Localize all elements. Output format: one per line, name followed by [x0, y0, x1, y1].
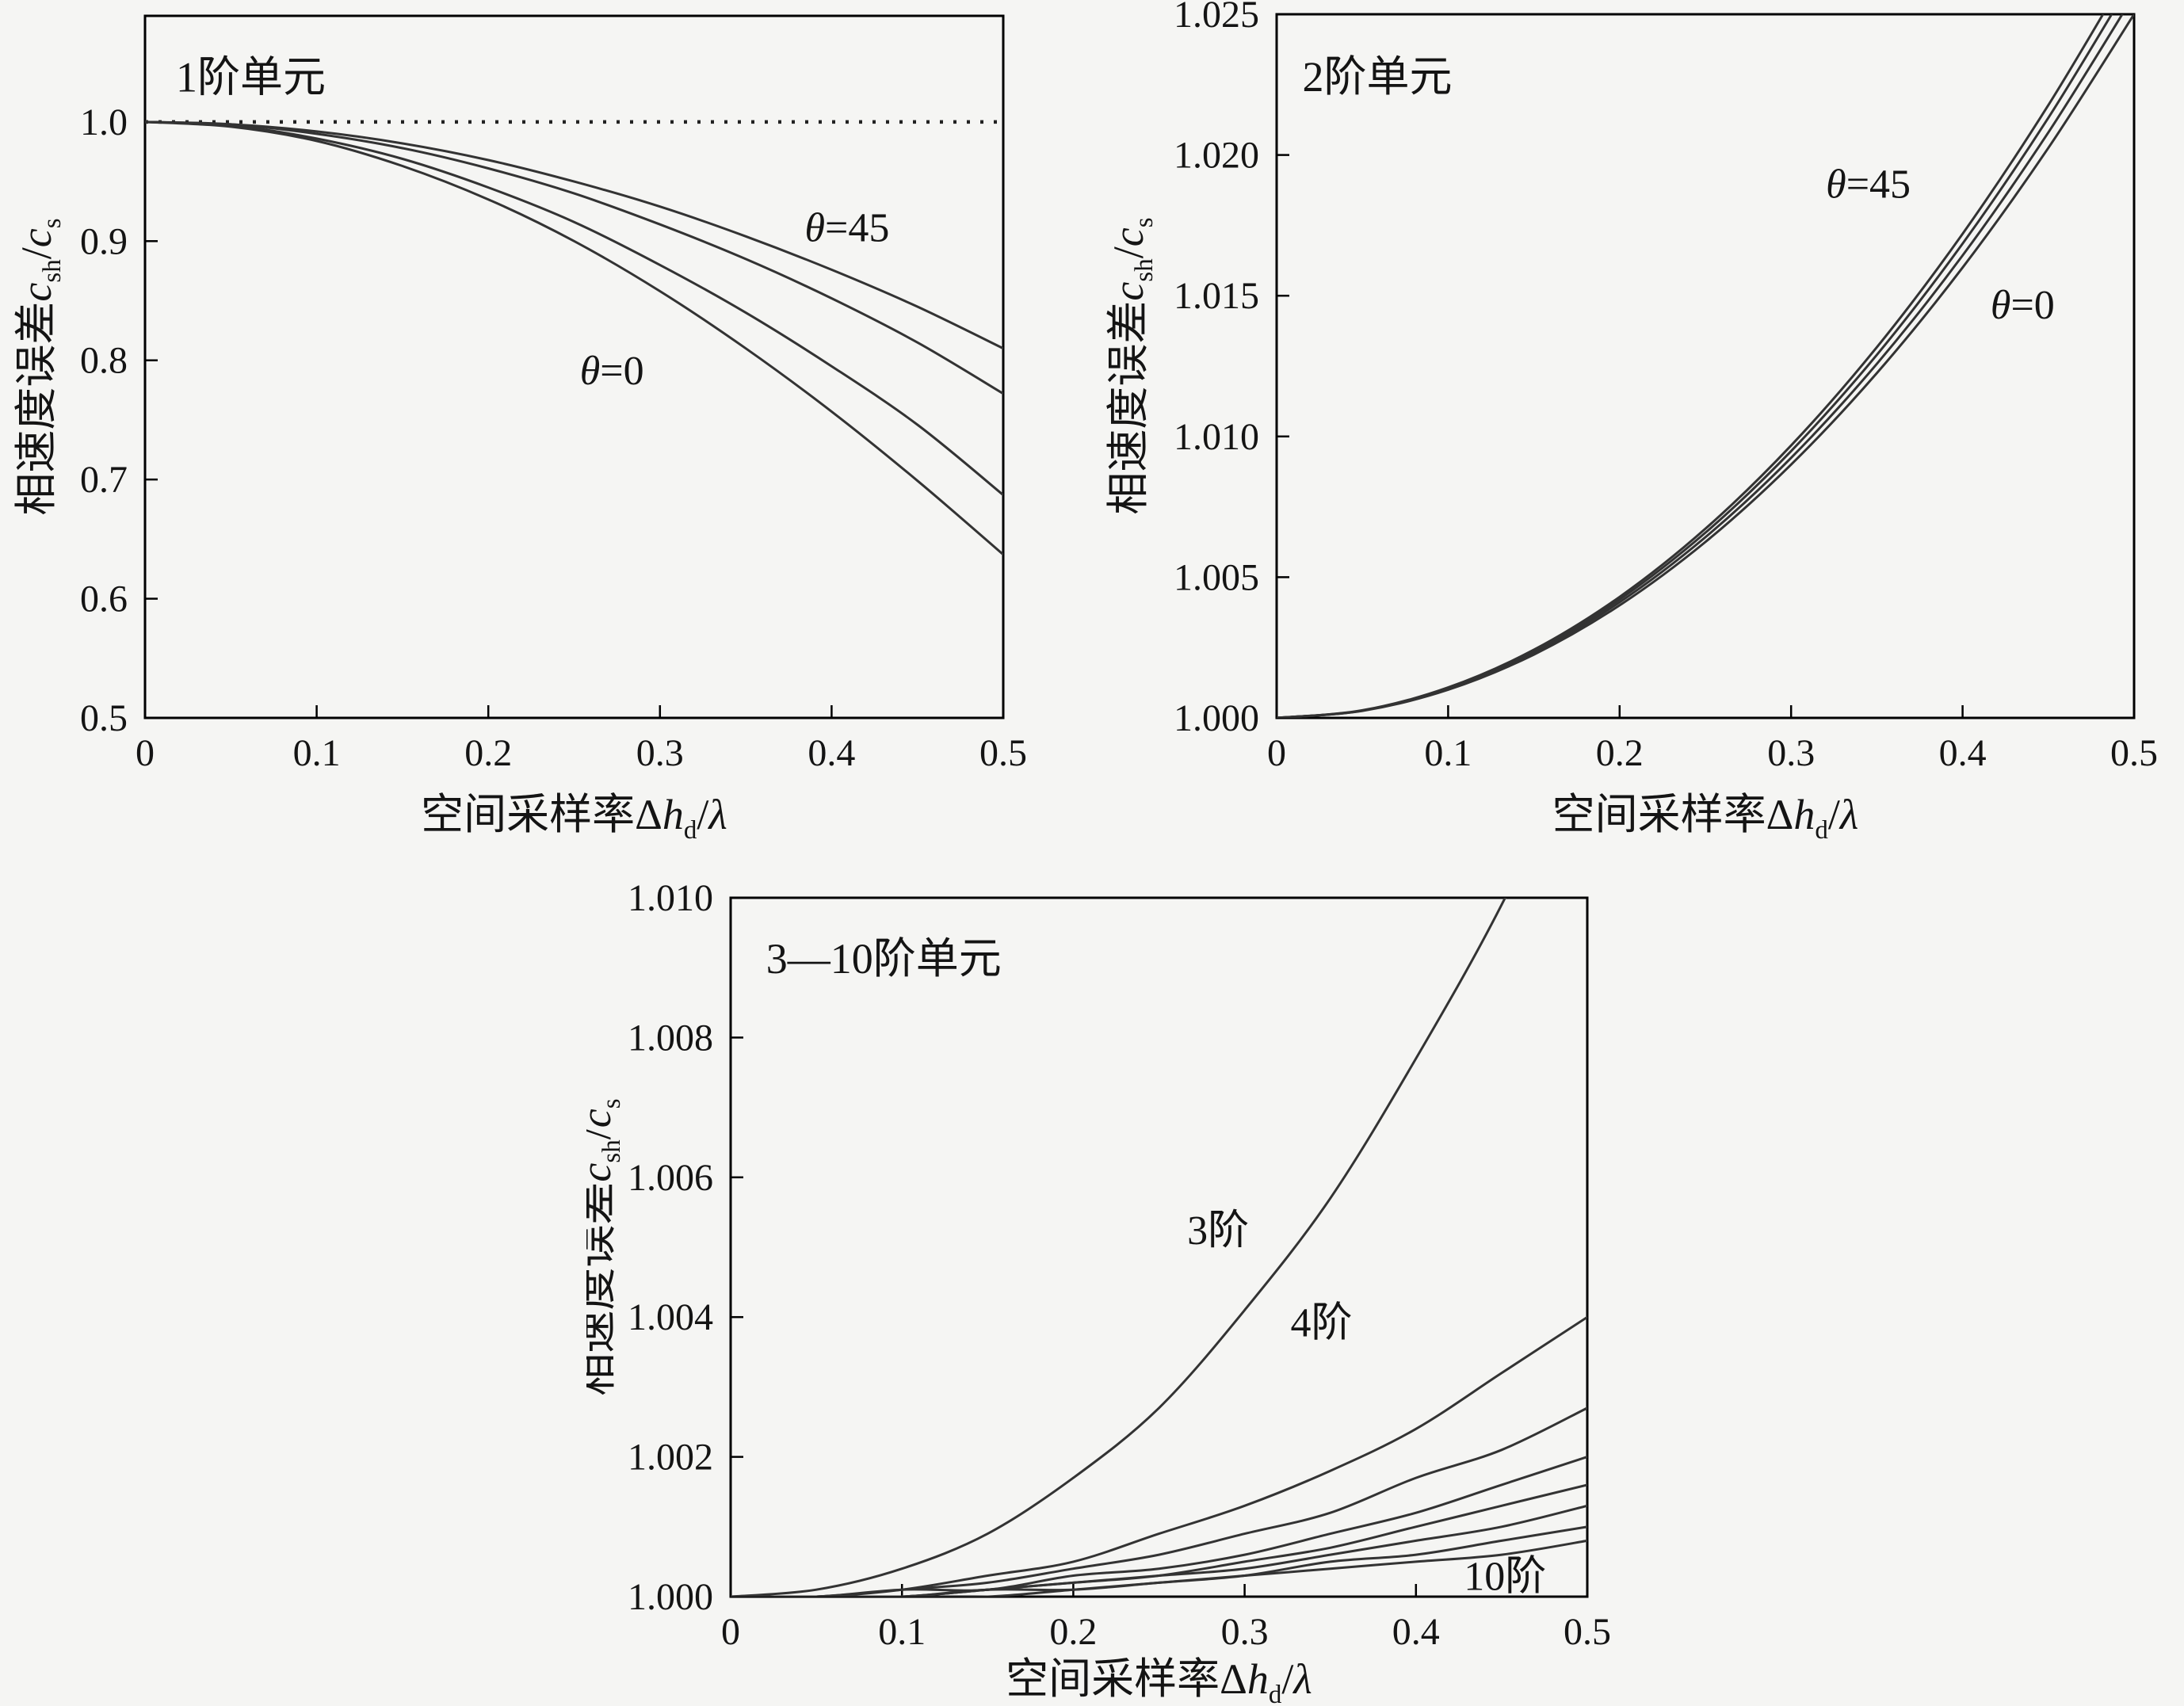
chart-title: 3—10阶单元: [766, 935, 1002, 983]
y-axis-title: 相速度误差csh/cs: [13, 218, 67, 515]
x-tick-label: 0.2: [1596, 732, 1644, 774]
panel-third-to-tenth-order-elements: 0 0.1 0.2 0.3 0.4 0.5 1.000 1.002 1.004 1.006 1.00…: [586, 876, 1709, 1706]
curve-6阶: [731, 1456, 1587, 1597]
annotation-label: 3阶: [1187, 1208, 1249, 1254]
panel-first-order-element: 0 0.1 0.2 0.3 0.4 0.5 0.5 0.6 0.7 0.8 0.9 1.0 1阶单元 θ=…: [0, 0, 1102, 880]
y-tick-label: 0.8: [80, 340, 128, 382]
curve-θ=0 (1): [1277, 14, 2124, 718]
x-tick-label: 0.1: [1424, 732, 1472, 774]
annotation-label: θ=0: [1991, 283, 2055, 328]
y-tick-label: 1.004: [628, 1296, 713, 1338]
y-tick-label: 1.002: [628, 1437, 713, 1479]
x-tick-label: 0.3: [636, 732, 684, 774]
x-tick-label: 0: [721, 1611, 740, 1653]
y-tick-label: 1.000: [1174, 697, 1259, 739]
curve-10阶: [731, 1539, 1587, 1597]
x-axis-title: 空间采样率Δhd/λ: [1006, 1655, 1312, 1706]
curve-9阶: [731, 1525, 1587, 1597]
curve-8阶: [731, 1504, 1587, 1597]
x-tick-label: 0.4: [1392, 1611, 1440, 1653]
x-tick-label: 0.4: [1939, 732, 1987, 774]
plot-frame: [729, 896, 1589, 1598]
x-tick-label: 0: [136, 732, 155, 774]
y-tick-label: 1.005: [1174, 556, 1259, 598]
plot-frame: [1275, 13, 2136, 719]
curve-θ=45 (1): [1277, 14, 2105, 718]
y-tick-label: 0.5: [80, 697, 128, 739]
y-axis-title: 相速度误差csh/cs: [1105, 217, 1159, 514]
curve-θ=45 (2): [1277, 14, 2113, 718]
x-axis-title: 空间采样率Δhd/λ: [1552, 791, 1859, 845]
plot-frame: [143, 14, 1005, 719]
curve-θ=0 (1): [145, 120, 1003, 496]
x-tick-label: 0.2: [464, 732, 512, 774]
chart-title: 2阶单元: [1302, 53, 1452, 101]
y-tick-label: 1.006: [628, 1157, 713, 1199]
x-tick-label: 0.5: [979, 732, 1027, 774]
annotation-label: θ=45: [804, 205, 889, 250]
y-tick-label: 1.020: [1174, 135, 1259, 177]
y-tick-label: 1.000: [628, 1576, 713, 1618]
curve-3阶: [731, 898, 1507, 1597]
y-tick-label: 1.025: [1174, 0, 1259, 36]
x-tick-label: 0.1: [878, 1611, 926, 1653]
y-tick-label: 1.010: [1174, 416, 1259, 458]
y-tick-label: 1.008: [628, 1017, 713, 1059]
x-axis-title: 空间采样率Δhd/λ: [421, 791, 727, 845]
y-tick-label: 1.015: [1174, 275, 1259, 317]
x-tick-label: 0.2: [1049, 1611, 1097, 1653]
x-tick-label: 0.5: [1564, 1611, 1611, 1653]
x-tick-label: 0.3: [1767, 732, 1815, 774]
panel-second-order-element: 0 0.1 0.2 0.3 0.4 0.5 1.000 1.005 1.010 1.015 1.02…: [1070, 0, 2184, 880]
x-tick-label: 0: [1267, 732, 1286, 774]
y-tick-label: 1.010: [628, 877, 713, 919]
curve-θ=0 (2): [145, 120, 1003, 556]
y-tick-label: 0.9: [80, 220, 128, 262]
annotation-label: 10阶: [1464, 1555, 1546, 1600]
y-tick-label: 0.6: [80, 578, 128, 620]
x-tick-label: 0.5: [2110, 732, 2158, 774]
chart-first-order-element: 0 0.1 0.2 0.3 0.4 0.5 0.5 0.6 0.7 0.8 0.9 1.0 1阶单元 θ=…: [13, 14, 1027, 845]
annotation-label: 4阶: [1290, 1301, 1352, 1346]
y-axis-title: 相速度误差csh/cs: [586, 1098, 626, 1395]
curve-θ=0 (2): [1277, 14, 2134, 718]
curve-θ=45 (2): [145, 120, 1003, 395]
annotation-label: θ=45: [1826, 162, 1911, 207]
chart-third-to-tenth-order-elements: 0 0.1 0.2 0.3 0.4 0.5 1.000 1.002 1.004 1.006 1.00…: [586, 877, 1611, 1706]
x-tick-label: 0.1: [293, 732, 341, 774]
x-tick-label: 0.3: [1221, 1611, 1269, 1653]
chart-second-order-element: 0 0.1 0.2 0.3 0.4 0.5 1.000 1.005 1.010 1.015 1.02…: [1105, 0, 2158, 845]
curve-θ=45 (1): [145, 120, 1003, 350]
y-tick-label: 0.7: [80, 459, 128, 501]
x-tick-label: 0.4: [808, 732, 855, 774]
chart-title: 1阶单元: [176, 54, 326, 101]
annotation-label: θ=0: [580, 349, 644, 394]
y-tick-label: 1.0: [80, 101, 128, 143]
